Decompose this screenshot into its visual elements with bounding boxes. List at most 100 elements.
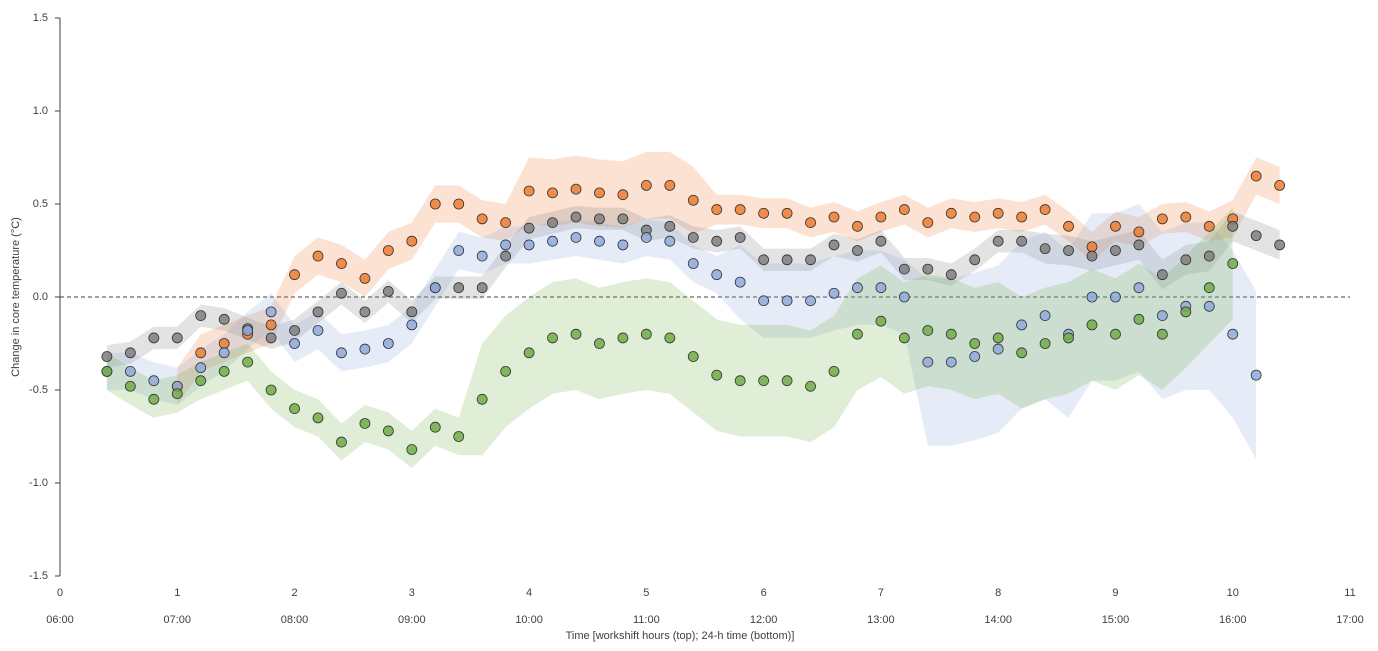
data-point (171, 388, 183, 400)
data-point (617, 239, 629, 251)
data-point (289, 338, 300, 349)
data-point (1016, 211, 1028, 223)
data-point (195, 362, 207, 374)
data-point (289, 325, 300, 336)
data-point (992, 235, 1004, 247)
y-tick-label: -1.5 (29, 570, 48, 582)
y-tick-label: 1.0 (33, 105, 48, 117)
data-point (852, 220, 863, 232)
data-point (382, 338, 394, 349)
x-time-label: 11:00 (633, 614, 660, 626)
data-point (382, 286, 394, 297)
data-point (758, 254, 770, 266)
data-point (312, 412, 324, 424)
data-point (1133, 239, 1145, 251)
data-point (781, 207, 793, 219)
data-point (500, 250, 512, 262)
data-point (101, 365, 113, 377)
data-point (640, 179, 652, 191)
x-tick-label: 2 (291, 587, 297, 599)
data-point (336, 436, 347, 448)
data-point (289, 269, 300, 281)
data-point (523, 222, 535, 234)
data-point (1110, 245, 1121, 256)
data-point (1133, 313, 1145, 325)
data-point (1110, 291, 1121, 303)
data-point (476, 282, 488, 294)
data-point (1039, 204, 1051, 215)
data-point (453, 282, 465, 294)
data-point (1039, 243, 1051, 255)
data-point (945, 207, 957, 219)
data-point (1133, 226, 1145, 238)
data-point (547, 332, 558, 344)
data-point (828, 211, 840, 223)
x-tick-label: 11 (1344, 587, 1355, 599)
data-point (711, 204, 723, 215)
data-point (969, 254, 981, 266)
data-point (1180, 254, 1192, 266)
data-point (218, 313, 230, 325)
data-point (265, 319, 277, 331)
data-point (1016, 347, 1028, 359)
data-point (1086, 241, 1098, 253)
data-point (687, 351, 699, 362)
y-tick-label: 0.0 (33, 291, 48, 303)
data-point (500, 239, 512, 251)
data-point (124, 380, 136, 392)
x-tick-label: 6 (761, 587, 767, 599)
data-point (124, 365, 136, 377)
data-point (992, 207, 1004, 219)
y-tick-label: -1.0 (29, 477, 48, 489)
data-point (336, 347, 347, 359)
data-point (1110, 220, 1121, 232)
data-point (195, 310, 207, 322)
data-point (711, 235, 723, 247)
x-time-label: 13:00 (867, 614, 895, 626)
x-tick-label: 1 (174, 587, 180, 599)
data-point (453, 198, 465, 210)
data-point (265, 384, 277, 396)
x-time-label: 16:00 (1219, 614, 1247, 626)
data-point (898, 204, 910, 215)
data-point (734, 204, 746, 215)
data-point (476, 393, 488, 405)
data-point (1156, 269, 1168, 281)
data-point (1110, 328, 1121, 340)
data-point (101, 351, 113, 362)
data-point (218, 347, 230, 359)
x-time-label: 09:00 (398, 614, 426, 626)
data-point (828, 287, 840, 299)
sd-band (177, 151, 1280, 405)
x-tick-label: 3 (409, 587, 415, 599)
data-point (429, 198, 441, 210)
data-point (148, 393, 160, 405)
x-axis-label: Time [workshift hours (top); 24-h time (… (566, 630, 795, 642)
data-point (1203, 220, 1215, 232)
data-point (359, 272, 371, 284)
data-point (1039, 310, 1051, 322)
x-tick-label: 4 (526, 587, 532, 599)
x-tick-label: 5 (643, 587, 649, 599)
data-point (1250, 170, 1262, 182)
y-tick-label: -0.5 (29, 384, 48, 396)
data-point (734, 276, 746, 288)
data-point (992, 343, 1004, 355)
data-point (1086, 291, 1098, 303)
data-point (852, 245, 863, 256)
data-point (476, 250, 488, 262)
data-point (453, 245, 465, 256)
data-point (1250, 369, 1262, 381)
x-time-label: 15:00 (1102, 614, 1130, 626)
data-point (922, 356, 934, 368)
data-point (1156, 328, 1168, 340)
data-point (1274, 239, 1286, 251)
sd-band (106, 205, 1280, 368)
data-point (1086, 319, 1098, 331)
data-point (805, 380, 816, 392)
data-point (781, 375, 793, 387)
data-point (242, 356, 254, 368)
x-tick-label: 7 (878, 587, 884, 599)
data-point (875, 211, 887, 223)
data-point (523, 239, 535, 251)
